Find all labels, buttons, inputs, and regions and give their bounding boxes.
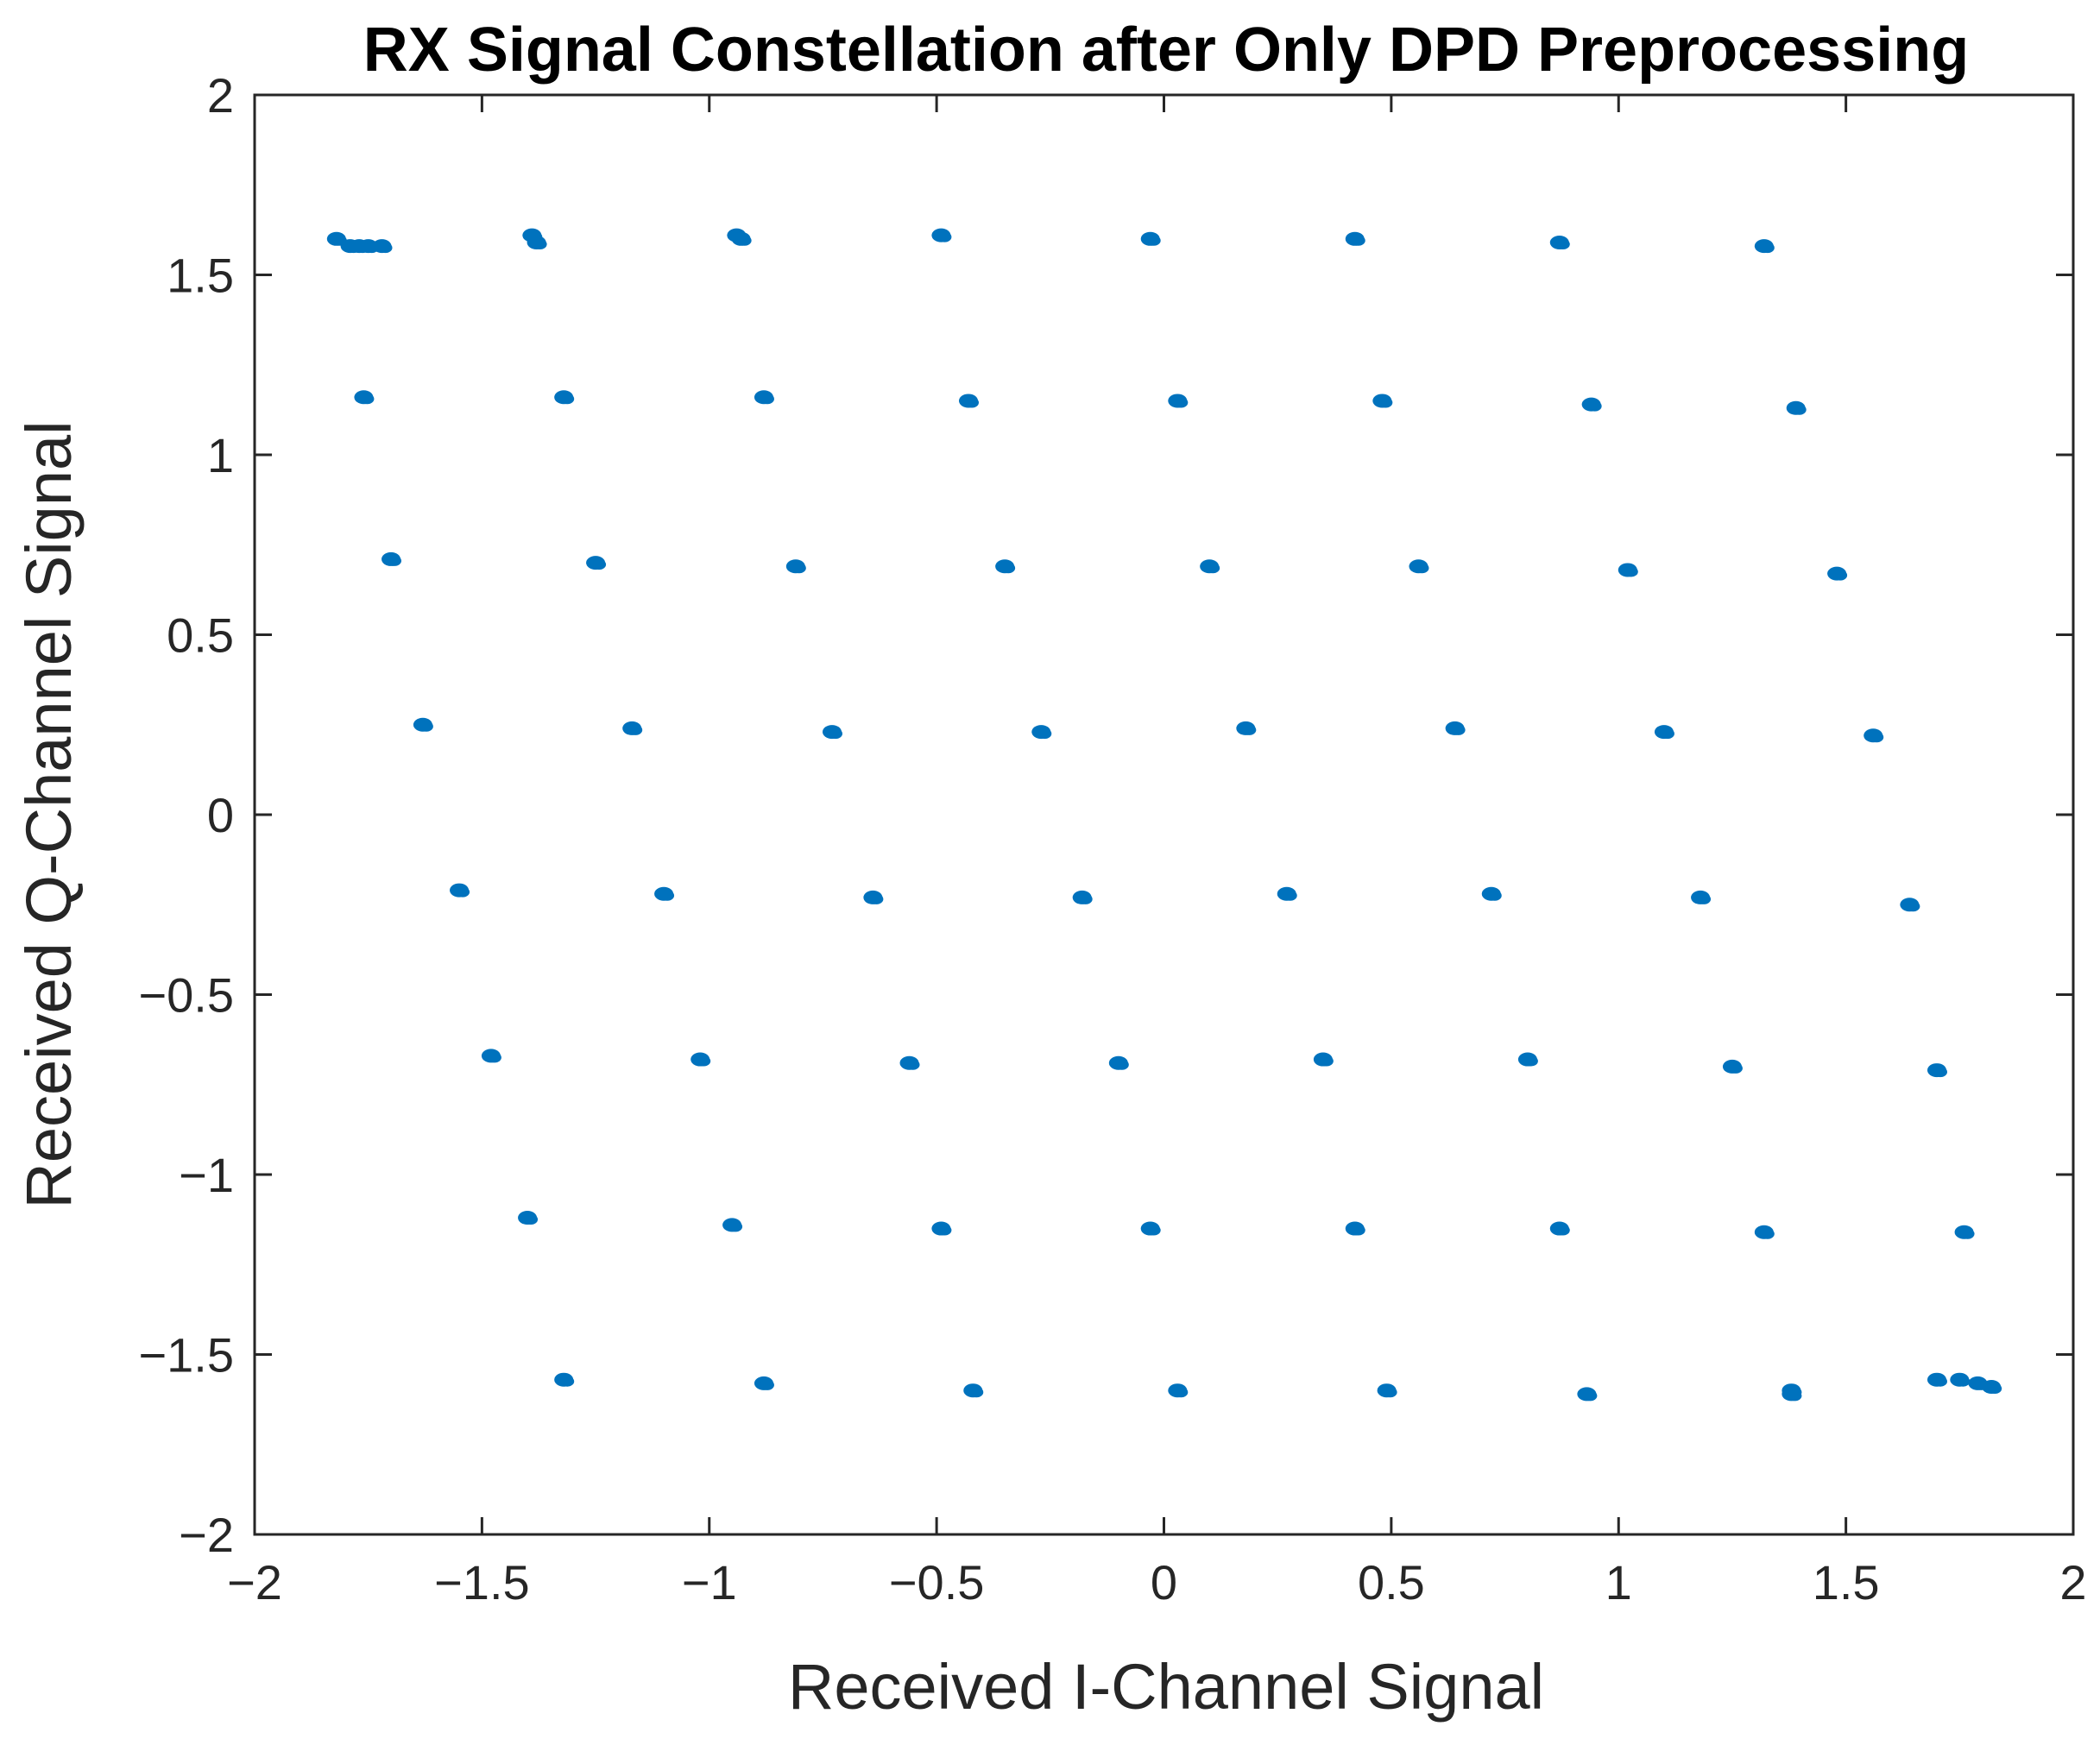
constellation-point <box>931 228 952 243</box>
constellation-point <box>1982 1380 2002 1395</box>
constellation-point <box>1691 890 1712 904</box>
constellation-point <box>1618 563 1638 577</box>
constellation-point <box>1377 1383 1397 1398</box>
x-tick-label: 1 <box>1605 1555 1632 1610</box>
constellation-point <box>1549 1221 1570 1236</box>
constellation-point <box>1577 1387 1598 1402</box>
constellation-point <box>958 394 979 408</box>
x-axis-label: Received I-Channel Signal <box>788 1651 1544 1723</box>
constellation-point <box>413 717 433 732</box>
constellation-point <box>1031 725 1052 740</box>
constellation-point <box>1140 231 1161 246</box>
constellation-point <box>554 390 575 405</box>
constellation-point <box>1754 1225 1775 1239</box>
data-points <box>326 228 2002 1402</box>
constellation-point <box>1200 559 1220 574</box>
constellation-point <box>754 1376 774 1390</box>
y-tick-label: −2 <box>179 1508 234 1562</box>
constellation-point <box>1277 886 1297 901</box>
constellation-point <box>1072 890 1093 904</box>
constellation-point <box>995 559 1016 574</box>
constellation-point <box>963 1383 984 1398</box>
constellation-point <box>354 390 375 405</box>
constellation-point <box>1722 1059 1743 1074</box>
plot-area <box>253 93 2075 1536</box>
x-tick-label: −2 <box>227 1555 282 1610</box>
constellation-point <box>1140 1221 1161 1236</box>
constellation-point <box>1927 1372 1947 1387</box>
constellation-point <box>1954 1225 1975 1239</box>
constellation-point <box>1581 397 1602 412</box>
y-tick-label: −1 <box>179 1148 234 1202</box>
constellation-point <box>899 1055 920 1070</box>
constellation-point <box>554 1372 575 1387</box>
constellation-point <box>1168 394 1189 408</box>
y-tick-label: 1 <box>207 428 234 482</box>
x-tick-label: −1 <box>682 1555 737 1610</box>
constellation-point <box>1313 1052 1334 1067</box>
constellation-point <box>1786 400 1807 415</box>
x-tick-label: −1.5 <box>434 1555 530 1610</box>
constellation-point <box>1345 231 1365 246</box>
constellation-point <box>1950 1372 1971 1387</box>
y-axis-label: Received Q-Channel Signal <box>13 420 85 1208</box>
constellation-point <box>527 235 547 249</box>
x-tick-label: −0.5 <box>889 1555 985 1610</box>
constellation-point <box>1549 235 1570 249</box>
constellation-point <box>822 725 842 740</box>
constellation-point <box>586 556 607 570</box>
constellation-point <box>1168 1383 1189 1398</box>
constellation-point <box>1654 725 1674 740</box>
constellation-point <box>1345 1221 1365 1236</box>
constellation-point <box>1481 886 1502 901</box>
constellation-point <box>1864 728 1884 743</box>
x-tick-label: 0 <box>1151 1555 1177 1610</box>
y-tick-label: −0.5 <box>138 968 234 1023</box>
constellation-point <box>518 1211 539 1225</box>
constellation-point <box>481 1049 501 1063</box>
constellation-point <box>691 1052 711 1067</box>
constellation-point <box>722 1218 743 1232</box>
constellation-point <box>1409 559 1429 574</box>
constellation-point <box>372 239 393 254</box>
chart-title: RX Signal Constellation after Only DPD P… <box>363 16 1969 85</box>
constellation-point <box>1782 1387 1802 1402</box>
constellation-point <box>622 721 643 735</box>
constellation-point <box>731 231 752 246</box>
x-tick-label: 2 <box>2059 1555 2086 1610</box>
constellation-point <box>1372 394 1393 408</box>
x-tick-label: 1.5 <box>1813 1555 1880 1610</box>
y-tick-label: 0 <box>207 788 234 842</box>
constellation-point <box>450 883 470 898</box>
constellation-point <box>1754 239 1775 254</box>
constellation-point <box>654 886 675 901</box>
y-tick-label: −1.5 <box>138 1328 234 1383</box>
constellation-point <box>1900 898 1920 912</box>
constellation-point <box>1927 1063 1947 1078</box>
constellation-point <box>863 890 884 904</box>
constellation-point <box>754 390 774 405</box>
constellation-point <box>1445 721 1466 735</box>
constellation-point <box>931 1221 952 1236</box>
constellation-point <box>1108 1055 1129 1070</box>
x-tick-label: 0.5 <box>1358 1555 1425 1610</box>
constellation-point <box>785 559 806 574</box>
y-tick-label: 1.5 <box>167 249 234 303</box>
constellation-point <box>1517 1052 1538 1067</box>
constellation-point <box>382 551 402 566</box>
constellation-point <box>1236 721 1257 735</box>
y-tick-label: 2 <box>207 68 234 123</box>
y-tick-label: 0.5 <box>167 608 234 663</box>
axis-ticks: −2 −1.5 −1 −0.5 0 0.5 1 1.5 2 −2 −1.5 −1 −0.5 0 0.5 1 1.… <box>138 68 2086 1610</box>
constellation-point <box>1827 566 1848 581</box>
